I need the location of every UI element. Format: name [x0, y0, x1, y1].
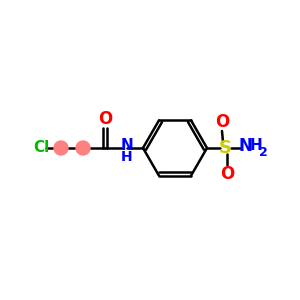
- Text: 2: 2: [259, 146, 267, 158]
- Text: H: H: [121, 150, 133, 164]
- Circle shape: [76, 141, 90, 155]
- Text: Cl: Cl: [33, 140, 49, 155]
- Text: O: O: [220, 165, 234, 183]
- Text: S: S: [218, 139, 232, 157]
- Text: O: O: [98, 110, 112, 128]
- Text: O: O: [215, 113, 229, 131]
- Circle shape: [54, 141, 68, 155]
- Text: N: N: [121, 137, 134, 152]
- Text: N: N: [238, 137, 252, 155]
- Text: H: H: [250, 139, 262, 154]
